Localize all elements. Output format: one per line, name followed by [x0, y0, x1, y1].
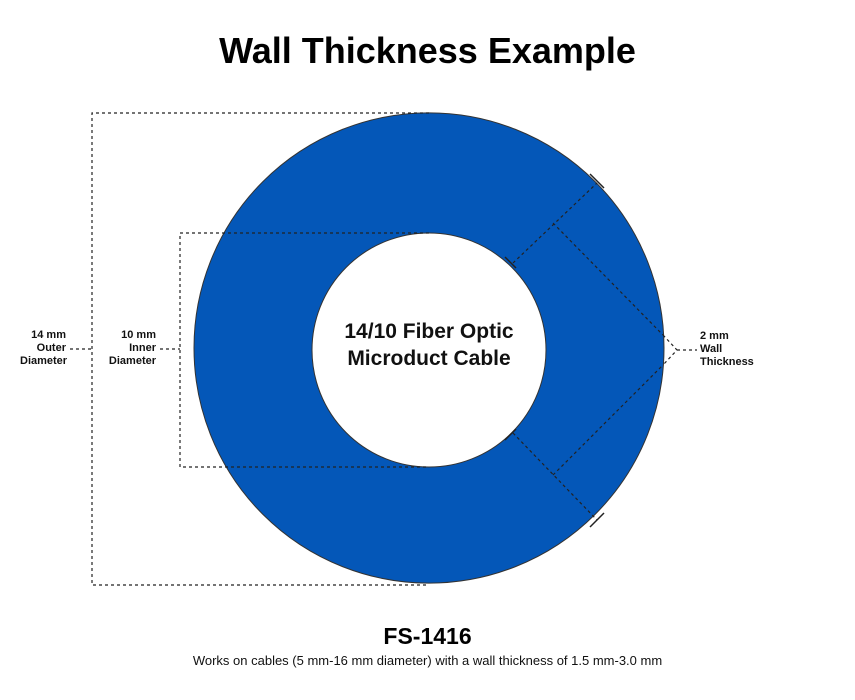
- wall-label-line3: Thickness: [700, 356, 754, 368]
- tick-marks: [504, 173, 605, 528]
- center-label-line2: Microduct Cable: [347, 347, 511, 370]
- center-label-line1: 14/10 Fiber Optic: [344, 320, 514, 343]
- product-code: FS-1416: [383, 623, 472, 649]
- upper-wall-parallel: [552, 222, 664, 336]
- diagram-title: Wall Thickness Example: [219, 30, 636, 71]
- inner-diameter-label: 10 mm Inner Diameter: [100, 329, 156, 368]
- outer-diameter-bracket: [91, 112, 429, 586]
- lower-wall-parallel: [552, 364, 664, 476]
- wall-thickness-label: 2 mm Wall Thickness: [700, 330, 754, 369]
- outer-label-line3: Diameter: [20, 355, 68, 367]
- inner-label-line3: Diameter: [108, 355, 156, 367]
- center-label: 14/10 Fiber Optic Microduct Cable: [309, 318, 549, 372]
- microduct-ring: [193, 112, 665, 584]
- outer-diameter-label: 14 mm Outer Diameter: [20, 329, 68, 368]
- inner-diameter-bracket: [179, 232, 429, 468]
- upper-wall-line: [512, 182, 598, 264]
- inner-label-value: 10 mm: [121, 329, 156, 341]
- outer-label-value: 14 mm: [31, 329, 66, 341]
- wall-label-line2: Wall: [700, 343, 723, 355]
- wall-label-value: 2 mm: [700, 330, 729, 342]
- inner-label-line2: Inner: [129, 342, 156, 354]
- lower-wall-line: [512, 432, 598, 521]
- wall-bracket: [662, 334, 678, 366]
- outer-label-line2: Outer: [36, 342, 66, 354]
- compatibility-note: Works on cables (5 mm-16 mm diameter) wi…: [192, 653, 663, 668]
